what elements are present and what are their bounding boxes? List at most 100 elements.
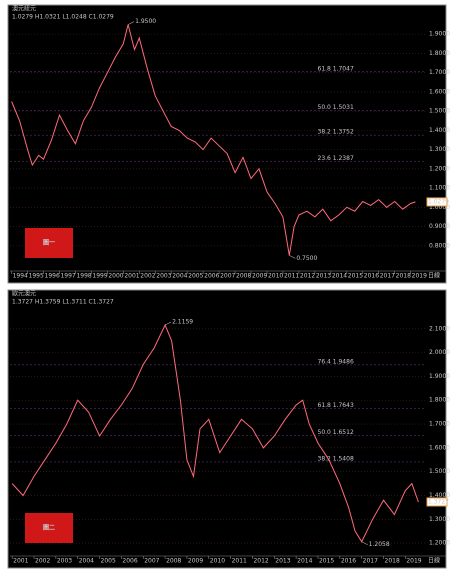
info-line: 1.0279 H1.0321 L1.0248 C1.0279 xyxy=(12,14,114,21)
annotation-leader xyxy=(128,21,135,25)
x-tick-label: 2015 xyxy=(319,558,334,565)
x-tick-label: 2004 xyxy=(79,558,94,565)
x-tick-label: 2016 xyxy=(364,273,379,280)
x-tick-label: 2017 xyxy=(363,558,378,565)
y-tick-label: 1.5000 xyxy=(429,108,450,115)
level-label: 23.6 1.2387 xyxy=(318,155,354,162)
panel xyxy=(7,4,447,284)
y-tick-label: 1.0000 xyxy=(429,204,450,211)
last-price-label: 1.3727 xyxy=(428,498,449,505)
y-tick-label: 1.3000 xyxy=(429,516,450,523)
y-tick-label: 1.4000 xyxy=(429,492,450,499)
x-tick-label: 2002 xyxy=(35,558,50,565)
x-tick-label: 2009 xyxy=(252,273,267,280)
annotation-label: 2.1159 xyxy=(172,319,193,326)
annotation-label: 0.7500 xyxy=(296,255,317,262)
x-tick-label: 1994 xyxy=(13,273,28,280)
x-tick-label: 2006 xyxy=(204,273,219,280)
x-tick-label: 2008 xyxy=(236,273,251,280)
x-tick-label: 2000 xyxy=(108,273,123,280)
y-tick-label: 1.5000 xyxy=(429,468,450,475)
x-tick-label: 2014 xyxy=(332,273,347,280)
level-label: 50.0 1.5031 xyxy=(318,104,354,111)
badge-label: 圖二 xyxy=(43,524,55,532)
y-tick-label: 1.8000 xyxy=(429,397,450,404)
x-tick-label: 2005 xyxy=(101,558,116,565)
x-tick-label: 2011 xyxy=(284,273,299,280)
x-tick-label: 1998 xyxy=(76,273,91,280)
x-tick-label: 1997 xyxy=(60,273,75,280)
annotation-label: 1.2058 xyxy=(369,541,390,548)
y-tick-label: 1.7000 xyxy=(429,69,450,76)
x-tick-label: 2011 xyxy=(232,558,247,565)
last-price-box xyxy=(426,197,448,207)
x-tick-label: 2017 xyxy=(380,273,395,280)
annotation-label: 1.9500 xyxy=(135,18,156,25)
period-label: 日線 xyxy=(428,272,440,280)
annotation-leader xyxy=(164,321,172,326)
badge xyxy=(25,513,73,543)
price-line xyxy=(11,24,416,256)
y-tick-label: 1.6000 xyxy=(429,88,450,95)
y-tick-label: 0.9000 xyxy=(429,223,450,230)
annotation-leader xyxy=(289,255,296,259)
y-tick-label: 1.4000 xyxy=(429,127,450,134)
level-label: 61.8 1.7643 xyxy=(318,402,354,409)
x-tick-label: 2004 xyxy=(172,273,187,280)
x-tick-label: 2001 xyxy=(124,273,139,280)
x-tick-label: 2003 xyxy=(156,273,171,280)
x-tick-label: 2002 xyxy=(140,273,155,280)
x-tick-label: 2012 xyxy=(300,273,315,280)
x-tick-label: 2018 xyxy=(385,558,400,565)
x-tick-label: 1999 xyxy=(92,273,107,280)
x-tick-label: 2014 xyxy=(297,558,312,565)
y-tick-label: 1.9000 xyxy=(429,31,450,38)
badge-label: 圖一 xyxy=(43,239,55,247)
level-label: 61.8 1.7047 xyxy=(318,65,354,72)
y-tick-label: 1.6000 xyxy=(429,444,450,451)
badge xyxy=(25,228,73,258)
level-label: 76.4 1.9486 xyxy=(318,358,354,365)
x-tick-label: 1995 xyxy=(29,273,44,280)
x-tick-label: 2010 xyxy=(210,558,225,565)
last-price-box xyxy=(426,497,448,507)
y-tick-label: 1.2000 xyxy=(429,540,450,547)
x-tick-label: 2013 xyxy=(316,273,331,280)
y-tick-label: 1.3000 xyxy=(429,146,450,153)
x-tick-label: 2018 xyxy=(396,273,411,280)
y-tick-label: 1.1000 xyxy=(429,185,450,192)
x-tick-label: 2019 xyxy=(412,273,427,280)
level-label: 38.2 1.5408 xyxy=(318,455,354,462)
y-tick-label: 2.1000 xyxy=(429,325,450,332)
x-tick-label: 2005 xyxy=(188,273,203,280)
chart-title: 歐元澳元 xyxy=(12,290,36,298)
x-tick-label: 2010 xyxy=(268,273,283,280)
last-price-label: 1.0279 xyxy=(428,198,449,205)
x-tick-label: 1996 xyxy=(45,273,60,280)
x-tick-label: 2015 xyxy=(348,273,363,280)
x-tick-label: 2009 xyxy=(188,558,203,565)
x-tick-label: 2008 xyxy=(166,558,181,565)
x-tick-label: 2001 xyxy=(13,558,28,565)
x-tick-label: 2013 xyxy=(275,558,290,565)
level-label: 50.0 1.6512 xyxy=(318,429,354,436)
y-tick-label: 1.9000 xyxy=(429,373,450,380)
chart-title: 澳元紐元 xyxy=(12,5,36,13)
x-tick-label: 2019 xyxy=(406,558,421,565)
level-label: 38.2 1.3752 xyxy=(318,129,354,136)
x-tick-label: 2016 xyxy=(341,558,356,565)
panel xyxy=(7,289,447,569)
x-tick-label: 2006 xyxy=(122,558,137,565)
x-tick-label: 2007 xyxy=(144,558,159,565)
x-tick-label: 2012 xyxy=(253,558,268,565)
period-label: 日線 xyxy=(428,557,440,565)
y-tick-label: 1.2000 xyxy=(429,165,450,172)
y-tick-label: 1.7000 xyxy=(429,421,450,428)
x-tick-label: 2007 xyxy=(220,273,235,280)
x-tick-label: 2003 xyxy=(57,558,72,565)
price-line xyxy=(11,323,419,543)
y-tick-label: 0.8000 xyxy=(429,242,450,249)
y-tick-label: 1.8000 xyxy=(429,50,450,57)
info-line: 1.3727 H1.3759 L1.3711 C1.3727 xyxy=(12,299,114,306)
